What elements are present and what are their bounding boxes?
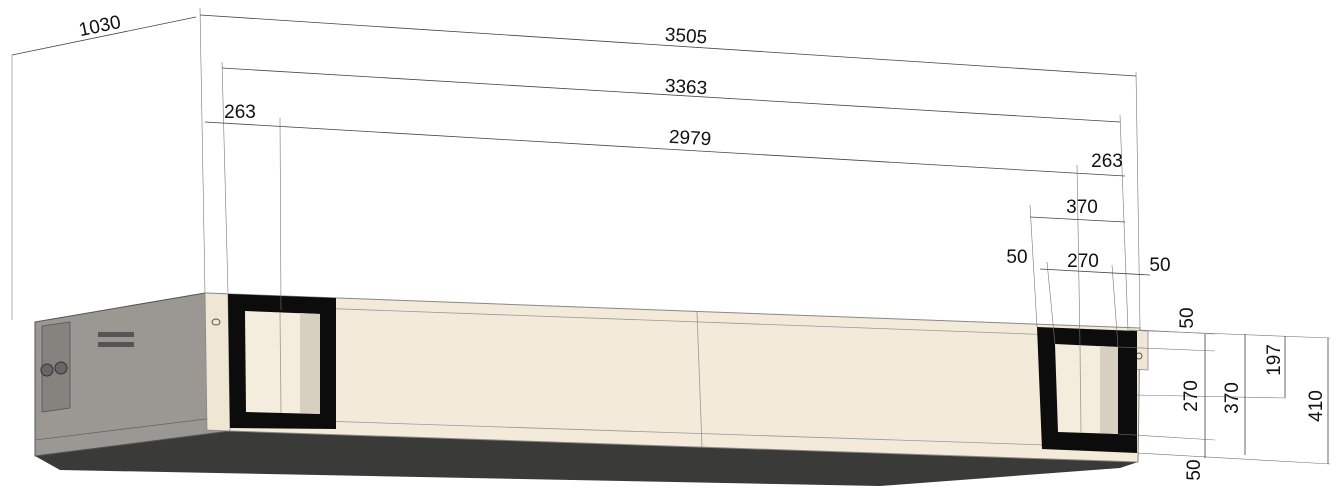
- dimension-label: 50: [1177, 307, 1198, 328]
- dimension-label: 1030: [77, 12, 123, 41]
- dimension-label: 370: [1222, 382, 1243, 414]
- unit-body: [35, 293, 1148, 486]
- dimension-label: 270: [1067, 251, 1099, 272]
- dimension-label: 270: [1181, 380, 1202, 412]
- dimension-label: 3505: [664, 25, 708, 49]
- dimension-label: 370: [1066, 197, 1098, 218]
- dimension-label: 197: [1264, 344, 1285, 376]
- dimension-label: 3363: [664, 76, 707, 100]
- dimension-label: 410: [1306, 390, 1327, 422]
- technical-drawing: 1030 3505 3363 263 2979 263 370 50 270 50 50 270 370…: [0, 0, 1338, 492]
- dimension-label: 50: [1006, 247, 1027, 268]
- dimension-label: 50: [1149, 255, 1170, 276]
- dimension-label: 263: [1091, 151, 1123, 172]
- dimension-label: 2979: [668, 127, 711, 151]
- dimension-label: 50: [1184, 459, 1205, 480]
- dimension-label: 263: [224, 102, 256, 123]
